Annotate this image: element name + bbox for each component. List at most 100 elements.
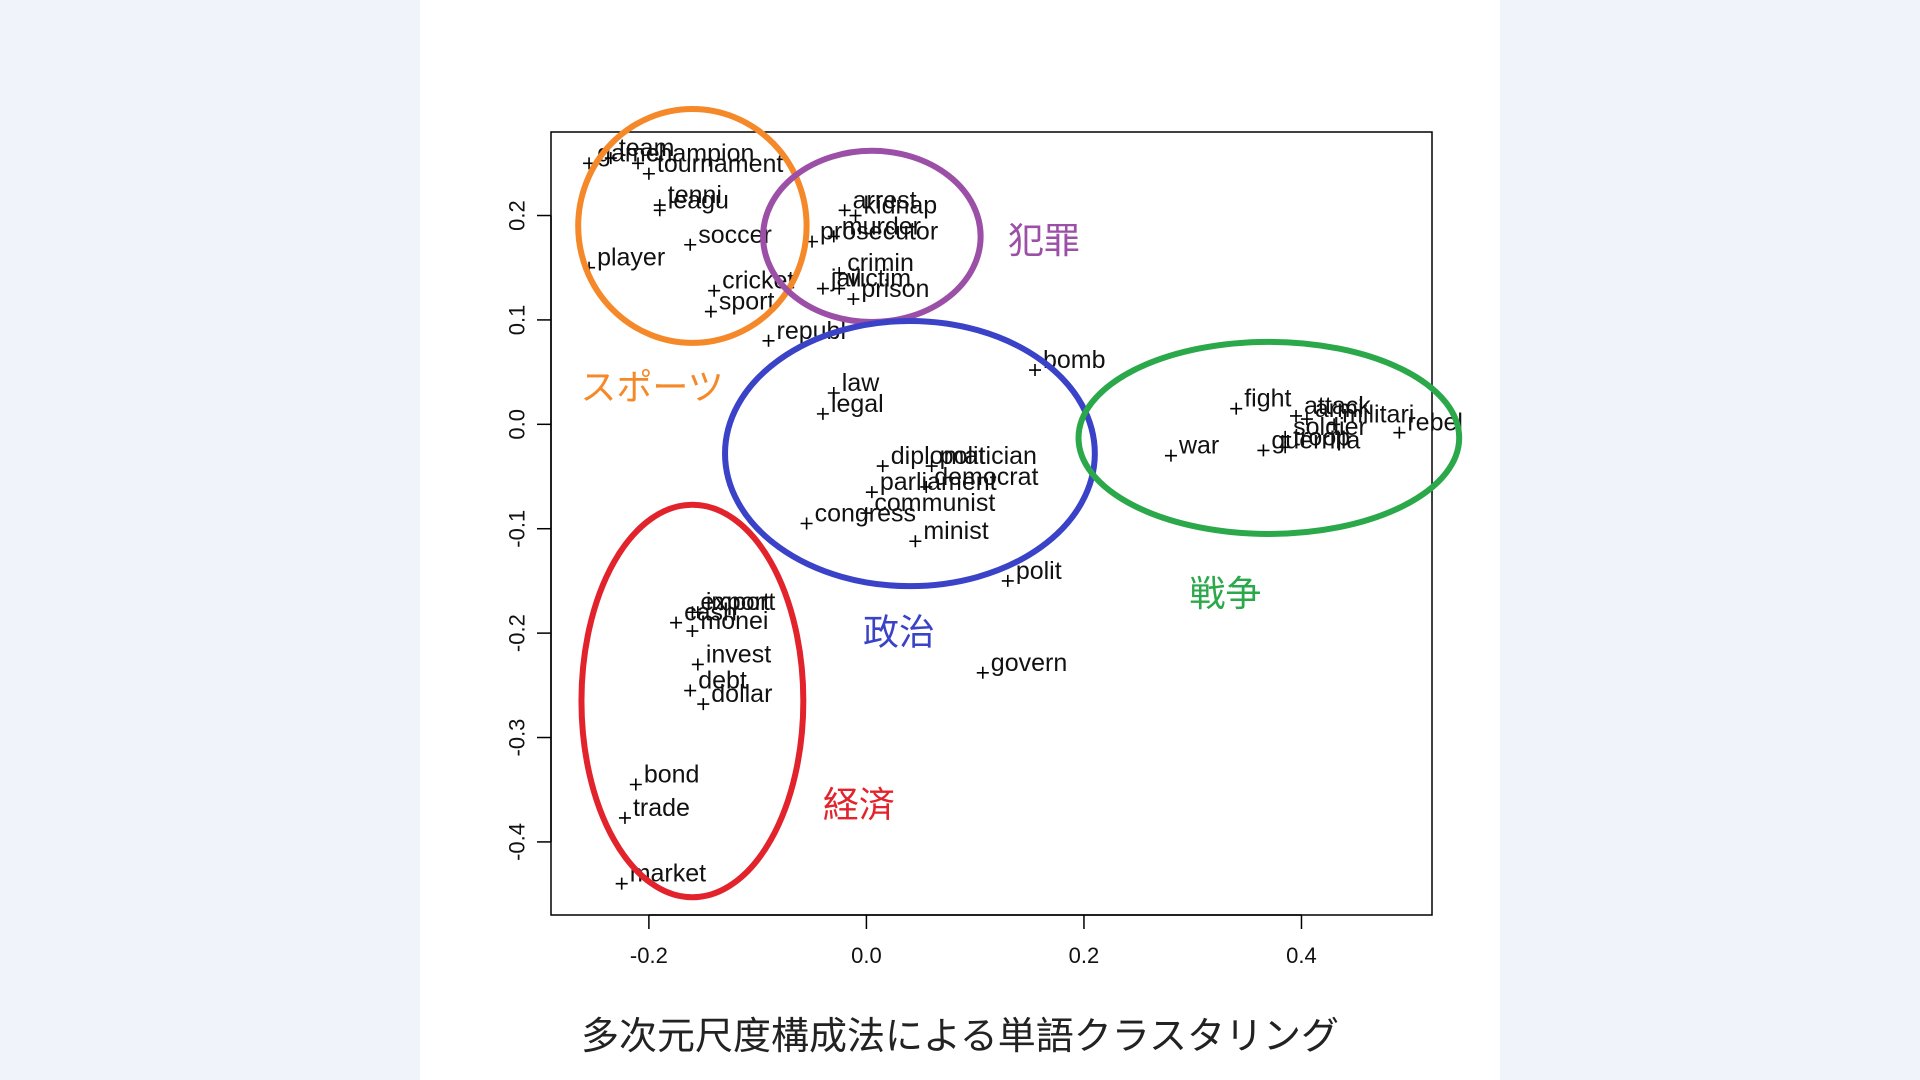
point-marker — [860, 507, 873, 520]
y-tick-label: 0.0 — [505, 409, 530, 440]
cluster-2: 政治 — [722, 317, 1098, 654]
cluster-label: 政治 — [863, 613, 935, 654]
point-marker — [686, 625, 699, 638]
point-label: democrat — [934, 463, 1038, 491]
word-point-politician: politician — [925, 442, 1037, 473]
cluster-4: 経済 — [578, 501, 895, 901]
word-point-militari: militari — [1328, 400, 1414, 431]
point-label: communist — [874, 489, 995, 517]
point-label: team — [619, 134, 675, 162]
word-point-democrat: democrat — [920, 463, 1039, 493]
point-marker — [1279, 430, 1292, 443]
point-marker — [909, 535, 922, 548]
word-point-parliament: parliament — [865, 468, 997, 499]
word-point-team: team — [604, 134, 675, 165]
point-marker — [697, 698, 710, 711]
point-marker — [800, 517, 813, 530]
point-marker — [684, 684, 697, 697]
point-marker — [849, 209, 862, 222]
point-label: attack — [1304, 392, 1371, 420]
cluster-label: 戦争 — [1189, 574, 1261, 615]
point-marker — [604, 152, 617, 165]
point-marker — [1029, 364, 1042, 377]
word-point-soccer: soccer — [684, 221, 772, 251]
word-point-invest: invest — [691, 640, 771, 671]
word-point-dollar: dollar — [697, 680, 772, 711]
word-point-legal: legal — [816, 390, 884, 420]
word-point-law: law — [827, 369, 880, 399]
point-marker — [1164, 449, 1177, 462]
point-label: kidnap — [864, 192, 938, 220]
point-label: victim — [847, 265, 911, 293]
point-label: cash — [684, 599, 737, 627]
point-label: murder — [842, 212, 921, 240]
point-label: minist — [923, 517, 988, 545]
word-point-bomb: bomb — [1029, 346, 1106, 377]
point-label: dollar — [711, 680, 772, 708]
word-point-bond: bond — [629, 761, 699, 791]
point-marker — [838, 204, 851, 217]
cluster-ellipse — [1075, 338, 1463, 537]
word-point-murder: murder — [827, 212, 921, 243]
point-label: import — [706, 588, 776, 616]
word-point-kidnap: kidnap — [849, 192, 938, 222]
word-point-prison: prison — [847, 275, 929, 306]
word-point-tenni: tenni — [653, 181, 722, 212]
word-point-monei: monei — [686, 607, 768, 638]
point-marker — [686, 606, 699, 619]
point-marker — [691, 658, 704, 671]
point-label: monei — [700, 607, 768, 635]
point-marker — [827, 387, 840, 399]
word-point-victim: victim — [833, 265, 911, 295]
point-label: militari — [1342, 400, 1414, 428]
point-label: govern — [991, 649, 1067, 677]
word-point-soldier: soldier — [1279, 413, 1367, 443]
y-tick-label: -0.3 — [505, 719, 530, 757]
point-label: prison — [861, 275, 929, 303]
point-label: troop — [1293, 423, 1350, 451]
point-label: law — [842, 369, 880, 397]
point-label: parliament — [880, 468, 997, 496]
y-tick-label: 0.1 — [505, 305, 530, 336]
y-tick-label: -0.1 — [505, 510, 530, 548]
point-label: prosecutor — [820, 218, 938, 246]
cluster-3: 戦争 — [1075, 338, 1463, 615]
cluster-label: 犯罪 — [1008, 221, 1080, 262]
word-points: gameteamchampiontournamenttennileagusocc… — [583, 134, 1463, 890]
point-marker — [1393, 426, 1406, 439]
point-marker — [847, 293, 860, 306]
point-marker — [684, 238, 697, 251]
word-point-tournament: tournament — [642, 150, 783, 180]
word-point-minist: minist — [909, 517, 989, 548]
point-marker — [833, 266, 846, 279]
point-marker — [704, 305, 717, 318]
figure-panel: -0.2 0.0 0.2 0.4 -0.4 -0.3 -0.2 -0.1 0.0 0.1 0.2 … — [420, 0, 1500, 1080]
point-marker — [632, 157, 645, 170]
point-label: politician — [940, 442, 1037, 470]
x-tick-label: 0.0 — [851, 943, 882, 968]
point-label: sport — [719, 288, 775, 316]
point-label: fight — [1244, 385, 1291, 413]
cluster-label: 経済 — [823, 785, 895, 826]
point-label: soccer — [698, 221, 772, 249]
x-tick-label: -0.2 — [630, 943, 668, 968]
word-point-troop: troop — [1279, 423, 1350, 454]
point-marker — [1230, 402, 1243, 415]
point-marker — [615, 877, 628, 890]
word-point-war: war — [1164, 432, 1219, 462]
point-label: champion — [646, 139, 754, 167]
point-marker — [670, 616, 683, 629]
cluster-ellipse — [722, 317, 1098, 590]
point-marker — [653, 204, 666, 217]
y-axis: -0.4 -0.3 -0.2 -0.1 0.0 0.1 0.2 — [505, 200, 552, 861]
point-marker — [642, 167, 655, 180]
word-point-arrest: arrest — [838, 186, 917, 217]
word-point-attack: attack — [1290, 392, 1371, 422]
cluster-ellipse — [578, 501, 807, 901]
word-point-player: player — [583, 244, 665, 274]
word-point-leagu: leagu — [653, 186, 729, 217]
point-marker — [708, 284, 721, 297]
point-marker — [920, 480, 933, 493]
point-marker — [876, 460, 889, 473]
point-label: soldier — [1293, 413, 1367, 441]
